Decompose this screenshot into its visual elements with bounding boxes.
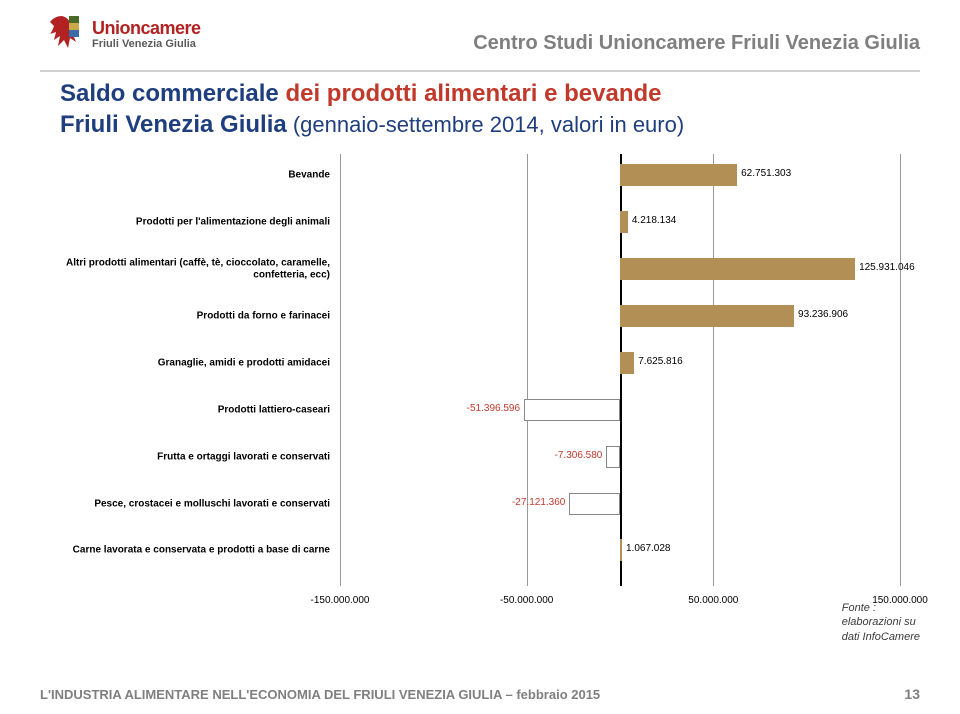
category-label: Carne lavorata e conservata e prodotti a… bbox=[40, 545, 336, 557]
category-label: Prodotti da forno e farinacei bbox=[40, 310, 336, 322]
category-label: Altri prodotti alimentari (caffè, tè, ci… bbox=[40, 258, 336, 281]
source-line-1: Fonte : bbox=[842, 601, 920, 615]
bar bbox=[606, 446, 620, 468]
logo-block: Unioncamere Friuli Venezia Giulia bbox=[40, 12, 201, 56]
chart-row: Altri prodotti alimentari (caffè, tè, ci… bbox=[340, 258, 900, 280]
bar bbox=[620, 305, 794, 327]
chart-row: Carne lavorata e conservata e prodotti a… bbox=[340, 539, 900, 561]
gridline bbox=[900, 154, 901, 586]
bar bbox=[620, 258, 855, 280]
chart-row: Prodotti da forno e farinacei93.236.906 bbox=[340, 305, 900, 327]
chart-row: Prodotti per l'alimentazione degli anima… bbox=[340, 211, 900, 233]
title-2a: Friuli Venezia Giulia bbox=[60, 111, 287, 138]
category-label: Pesce, crostacei e molluschi lavorati e … bbox=[40, 498, 336, 510]
value-label: 125.931.046 bbox=[859, 262, 915, 273]
title-1a: Saldo commerciale bbox=[60, 80, 285, 107]
title-block: Saldo commerciale dei prodotti alimentar… bbox=[60, 78, 920, 140]
category-label: Prodotti lattiero-caseari bbox=[40, 404, 336, 416]
value-label: 93.236.906 bbox=[798, 309, 848, 320]
source-note: Fonte : elaborazioni su dati InfoCamere bbox=[842, 601, 920, 644]
x-tick-label: 50.000.000 bbox=[688, 595, 738, 606]
source-line-3: dati InfoCamere bbox=[842, 630, 920, 644]
header-divider bbox=[40, 70, 920, 72]
bar bbox=[620, 539, 622, 561]
category-label: Granaglie, amidi e prodotti amidacei bbox=[40, 357, 336, 369]
title-1b: dei prodotti alimentari e bevande bbox=[285, 80, 661, 107]
bar bbox=[620, 211, 628, 233]
logo-line2: Friuli Venezia Giulia bbox=[92, 39, 201, 50]
chart: -150.000.000-50.000.00050.000.000150.000… bbox=[40, 154, 920, 624]
value-label: 62.751.303 bbox=[741, 168, 791, 179]
page-number: 13 bbox=[904, 686, 920, 702]
bar bbox=[620, 352, 634, 374]
center-studi-label: Centro Studi Unioncamere Friuli Venezia … bbox=[473, 32, 920, 55]
bar bbox=[620, 164, 737, 186]
source-line-2: elaborazioni su bbox=[842, 615, 920, 629]
logo-line1: Unioncamere bbox=[92, 19, 201, 37]
chart-row: Pesce, crostacei e molluschi lavorati e … bbox=[340, 493, 900, 515]
title-line-2: Friuli Venezia Giulia (gennaio-settembre… bbox=[60, 109, 920, 140]
value-label: 4.218.134 bbox=[632, 215, 677, 226]
bar bbox=[569, 493, 620, 515]
header: Unioncamere Friuli Venezia Giulia Centro… bbox=[40, 12, 920, 74]
bar bbox=[524, 399, 620, 421]
footer-text: L'INDUSTRIA ALIMENTARE NELL'ECONOMIA DEL… bbox=[40, 687, 600, 702]
x-tick-label: -50.000.000 bbox=[500, 595, 553, 606]
category-label: Frutta e ortaggi lavorati e conservati bbox=[40, 451, 336, 463]
chart-row: Frutta e ortaggi lavorati e conservati-7… bbox=[340, 446, 900, 468]
value-label: 7.625.816 bbox=[638, 356, 683, 367]
value-label: -27.121.360 bbox=[512, 497, 565, 508]
plot-area: -150.000.000-50.000.00050.000.000150.000… bbox=[340, 154, 900, 604]
value-label: -7.306.580 bbox=[555, 450, 603, 461]
value-label: 1.067.028 bbox=[626, 543, 671, 554]
slide-page: Unioncamere Friuli Venezia Giulia Centro… bbox=[0, 0, 960, 714]
category-label: Prodotti per l'alimentazione degli anima… bbox=[40, 217, 336, 229]
logo-text: Unioncamere Friuli Venezia Giulia bbox=[92, 19, 201, 50]
title-line-1: Saldo commerciale dei prodotti alimentar… bbox=[60, 78, 920, 109]
title-2b: (gennaio-settembre 2014, valori in euro) bbox=[287, 112, 684, 137]
chart-row: Prodotti lattiero-caseari-51.396.596 bbox=[340, 399, 900, 421]
footer: L'INDUSTRIA ALIMENTARE NELL'ECONOMIA DEL… bbox=[40, 686, 920, 702]
x-tick-label: -150.000.000 bbox=[311, 595, 370, 606]
chart-row: Granaglie, amidi e prodotti amidacei7.62… bbox=[340, 352, 900, 374]
eagle-icon bbox=[40, 12, 84, 56]
chart-row: Bevande62.751.303 bbox=[340, 164, 900, 186]
value-label: -51.396.596 bbox=[467, 403, 520, 414]
category-label: Bevande bbox=[40, 170, 336, 182]
